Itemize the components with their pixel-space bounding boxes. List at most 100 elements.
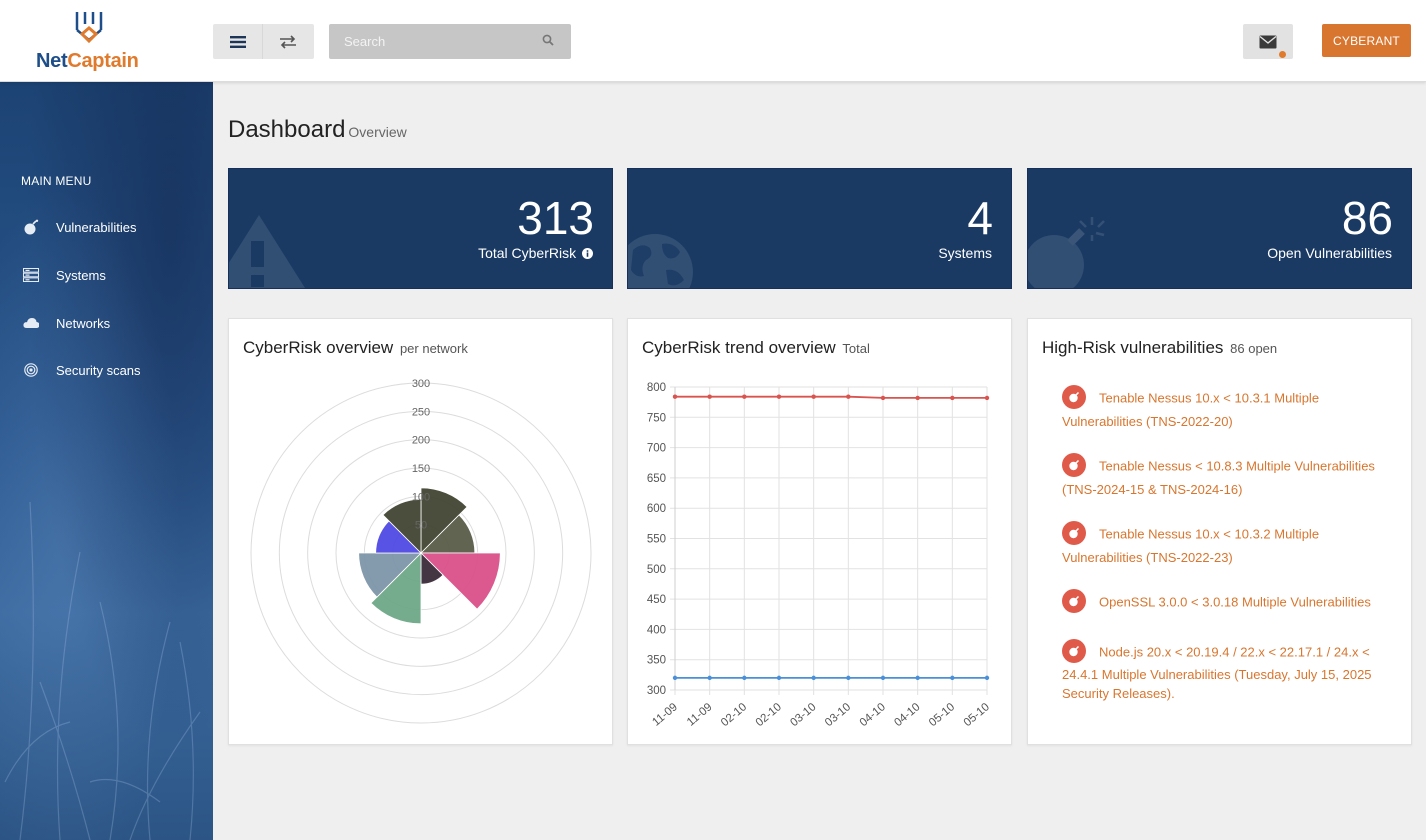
- y-tick-label: 750: [647, 412, 666, 424]
- notification-dot: [1279, 51, 1286, 58]
- stat-card-systems[interactable]: 4 Systems: [627, 168, 1012, 289]
- series-point: [672, 675, 678, 681]
- sidebar-item-label: Systems: [56, 267, 106, 283]
- polar-grid-ring: [278, 410, 564, 696]
- server-icon: [23, 267, 39, 283]
- polar-segment: [420, 552, 501, 610]
- stat-value: 86: [1341, 192, 1393, 244]
- user-menu-button[interactable]: CYBERANT: [1322, 24, 1411, 57]
- y-tick-label: 600: [647, 503, 666, 515]
- series-point: [846, 394, 851, 399]
- series-point: [811, 394, 816, 399]
- top-bar: NetCaptain CYBERANT: [0, 0, 1426, 82]
- polar-tick-label: 200: [412, 435, 430, 447]
- x-tick-label: 03-10: [823, 701, 853, 729]
- series-point: [880, 675, 886, 681]
- sidebar-item-networks[interactable]: Networks: [0, 308, 213, 338]
- panel-title: CyberRisk trend overview Total: [642, 338, 870, 357]
- info-icon[interactable]: [582, 248, 593, 259]
- cyberrisk-trend-chart: 300 350 400 450 500 550 600 650 700 750 800 11-09 11…: [647, 382, 992, 729]
- series-point: [811, 675, 816, 681]
- polar-grid-ring: [250, 382, 592, 724]
- hamburger-icon: [229, 35, 246, 48]
- cyberrisk-polar-chart: 50 100 150 200 250 300: [250, 378, 592, 724]
- search-icon[interactable]: [542, 34, 554, 46]
- search-box: [329, 24, 571, 59]
- page-title: Dashboard Overview: [228, 116, 407, 143]
- series-point: [672, 394, 678, 399]
- stat-value: 4: [967, 192, 993, 244]
- y-tick-label: 450: [647, 594, 666, 606]
- stat-card-open-vulnerabilities[interactable]: 86 Open Vulnerabilities: [1027, 168, 1412, 289]
- globe-icon: [628, 234, 693, 288]
- polar-tick-label: 250: [412, 406, 430, 418]
- cyberrisk-overview-panel: CyberRisk overview per network 50 100 150 2…: [228, 318, 613, 745]
- x-tick-label: 02-10: [719, 701, 749, 729]
- sidebar-item-label: Security scans: [56, 362, 141, 378]
- polar-tick-label: 150: [412, 463, 430, 475]
- bomb-icon: [1028, 217, 1105, 288]
- x-tick-label: 11-09: [685, 701, 715, 729]
- series-point: [776, 394, 782, 399]
- vulnerability-link[interactable]: Tenable Nessus 10.x < 10.3.1 Multiple Vu…: [1062, 385, 1382, 433]
- series-point: [950, 395, 955, 401]
- x-tick-label: 05-10: [962, 701, 992, 729]
- series-point: [950, 675, 955, 681]
- bomb-icon: [1062, 385, 1086, 409]
- polar-grid-ring: [335, 467, 507, 639]
- sidebar: MAIN MENU Vulnerabilities Systems Networ…: [0, 82, 213, 840]
- stat-label: Open Vulnerabilities: [1267, 245, 1392, 261]
- polar-segment: [370, 552, 422, 625]
- sidebar-item-vulnerabilities[interactable]: Vulnerabilities: [0, 212, 213, 242]
- vulnerability-link[interactable]: OpenSSL 3.0.0 < 3.0.18 Multiple Vulnerab…: [1062, 589, 1382, 615]
- messages-button[interactable]: [1243, 24, 1293, 59]
- polar-segment: [420, 487, 468, 554]
- warning-icon: [229, 215, 305, 288]
- sidebar-background-image: [4, 501, 201, 840]
- vulnerability-link[interactable]: Node.js 20.x < 20.19.4 / 22.x < 22.17.1 …: [1062, 639, 1382, 703]
- sidebar-item-label: Vulnerabilities: [56, 219, 137, 235]
- polar-tick-label: 100: [412, 491, 430, 503]
- cloud-icon: [23, 315, 39, 331]
- netcaptain-logo[interactable]: NetCaptain: [30, 8, 150, 74]
- series-point: [707, 394, 712, 399]
- vulnerability-link[interactable]: Tenable Nessus < 10.8.3 Multiple Vulnera…: [1062, 453, 1382, 501]
- bomb-icon: [1062, 639, 1086, 663]
- vulnerability-list: Tenable Nessus 10.x < 10.3.1 Multiple Vu…: [1062, 385, 1382, 725]
- envelope-icon: [1259, 35, 1277, 48]
- menu-toggle-button[interactable]: [213, 24, 263, 59]
- bomb-icon: [1062, 589, 1086, 613]
- x-tick-label: 04-10: [892, 701, 922, 729]
- y-tick-label: 350: [647, 655, 666, 667]
- series-point: [915, 395, 920, 401]
- vulnerability-link[interactable]: Tenable Nessus 10.x < 10.3.2 Multiple Vu…: [1062, 521, 1382, 569]
- stat-label: Total CyberRisk: [478, 245, 593, 261]
- y-tick-label: 300: [647, 685, 666, 697]
- swap-button[interactable]: [263, 24, 313, 59]
- sidebar-item-systems[interactable]: Systems: [0, 260, 213, 290]
- x-tick-label: 03-10: [788, 701, 818, 729]
- polar-grid-ring: [307, 439, 535, 667]
- stat-value: 313: [517, 192, 594, 244]
- x-tick-label: 04-10: [858, 701, 888, 729]
- sidebar-item-label: Networks: [56, 315, 111, 331]
- polar-segment: [358, 552, 422, 598]
- y-tick-label: 550: [647, 534, 666, 546]
- stat-card-total-cyberrisk[interactable]: 313 Total CyberRisk: [228, 168, 613, 289]
- series-point: [776, 675, 782, 681]
- panel-title: High-Risk vulnerabilities 86 open: [1042, 338, 1278, 357]
- sidebar-item-security-scans[interactable]: Security scans: [0, 355, 213, 385]
- search-input[interactable]: [329, 24, 529, 59]
- y-tick-label: 800: [647, 382, 666, 394]
- logo-wordmark: NetCaptain: [36, 50, 139, 72]
- x-tick-label: 05-10: [927, 701, 957, 729]
- series-point: [984, 675, 990, 681]
- logo-mark: [75, 12, 103, 44]
- series-line: [675, 395, 987, 399]
- polar-tick-label: 50: [415, 520, 427, 532]
- toolbar-button-group: [213, 24, 314, 59]
- bomb-icon: [1062, 521, 1086, 545]
- polar-tick-label: 300: [412, 378, 430, 390]
- polar-segment: [382, 498, 422, 554]
- swap-arrows-icon: [280, 34, 296, 49]
